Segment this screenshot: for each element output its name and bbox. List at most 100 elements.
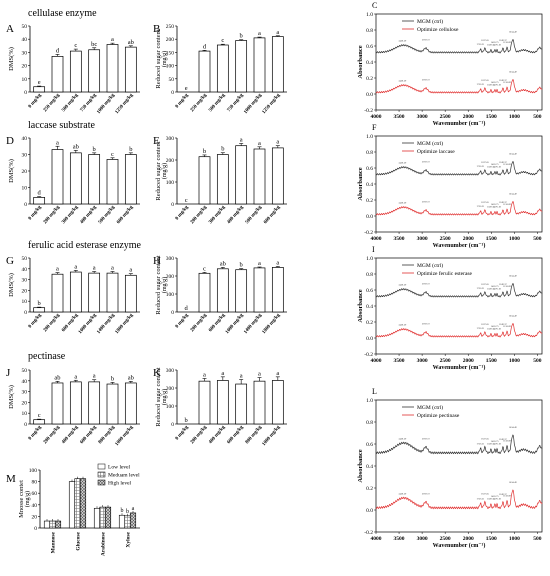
y-tick-label: 20 — [22, 288, 28, 294]
y-tick-label: 0.8 — [366, 28, 373, 34]
bar — [88, 154, 101, 205]
chart-E: E 0 100 200 300 Reduced sugar content (mg/g) c0… — [153, 135, 287, 225]
peak-label: 1034.49 — [509, 275, 518, 278]
significance-label: c — [221, 37, 224, 44]
bar — [124, 382, 137, 425]
y-axis-unit: (mg/g) — [161, 389, 168, 405]
x-tick-label: 3000 — [417, 358, 428, 364]
x-tick-label: 1800 mg/kg — [115, 313, 135, 335]
peak-label: 1637.05 — [481, 437, 490, 440]
significance-label: ab — [128, 374, 134, 381]
legend-label: Meduam level — [108, 473, 140, 479]
peak-label: 1509.14 — [487, 83, 496, 86]
x-tick-label: 600 mg/kg — [116, 205, 134, 226]
bar — [129, 512, 137, 529]
peak-label: 2919.72 — [422, 161, 431, 164]
y-tick-label: 0.0 — [366, 92, 373, 98]
peak-label: 1509.14 — [487, 443, 496, 446]
legend-label: High level — [108, 481, 132, 487]
bar — [235, 145, 248, 205]
x-tick-label: 0 mg/kg — [175, 425, 190, 442]
peak-label: 1509.14 — [487, 205, 496, 208]
bar — [253, 37, 266, 93]
x-axis-label: Wavenumber (cm⁻¹) — [433, 364, 486, 371]
x-tick-label: 3500 — [394, 114, 405, 120]
bar — [51, 382, 64, 425]
x-axis-label: Wavenumber (cm⁻¹) — [433, 120, 486, 127]
legend-swatch — [97, 463, 106, 470]
peak-label: 1426.75 — [491, 41, 500, 44]
panel-letter: A — [6, 23, 14, 35]
bar — [216, 380, 229, 425]
y-tick-label: 150 — [166, 50, 175, 56]
y-tick-label: 30 — [22, 390, 28, 396]
significance-label: d — [56, 47, 60, 54]
panel-letter: E — [153, 135, 160, 147]
bar — [51, 273, 64, 313]
peak-label: 1158.89 — [503, 439, 511, 442]
peak-label: 1376.18 — [493, 327, 502, 330]
peak-label: 1376.18 — [493, 165, 502, 168]
y-tick-label: 0.6 — [366, 166, 373, 172]
chart-H: H 0 100 200 300 Reduced sugar content (mg/g) d0… — [153, 255, 287, 335]
peak-label: 1736.21 — [476, 442, 485, 445]
significance-label: b — [126, 509, 129, 515]
x-tick-label: 750 mg/kg — [227, 93, 245, 114]
y-tick-label: 20 — [22, 400, 28, 406]
peak-label: 1249.37 — [499, 79, 508, 82]
peak-label: 1736.21 — [476, 83, 485, 86]
x-tick-label: 500 mg/kg — [208, 93, 226, 114]
peak-label: 1637.05 — [481, 492, 490, 495]
bar — [33, 197, 46, 205]
significance-label: ab — [220, 260, 226, 267]
significance-label: a — [93, 373, 96, 380]
y-axis-label: Absorbance — [357, 45, 364, 78]
bar — [88, 49, 101, 93]
bar — [124, 274, 137, 313]
x-tick-label: 500 — [533, 358, 542, 364]
significance-label: a — [258, 140, 261, 147]
significance-label: b — [129, 146, 132, 153]
y-axis-label: DMS(%) — [8, 47, 15, 71]
x-tick-label: 600 mg/kg — [227, 425, 245, 446]
y-tick-label: 0 — [34, 526, 37, 532]
y-tick-label: 30 — [22, 278, 28, 284]
chart-F: F -0.2 0.0 0.2 0.4 0.6 0.8 1.0 4000 3500 3000 2500 2… — [357, 123, 543, 249]
peak-label: 1736.21 — [476, 205, 485, 208]
significance-label: a — [74, 263, 77, 270]
y-tick-label: 0.2 — [366, 76, 373, 82]
x-tick-label: 200 mg/kg — [190, 425, 208, 446]
peak-label: 1249.37 — [499, 161, 508, 164]
x-tick-label: Mannose — [51, 531, 57, 553]
series-line — [375, 283, 543, 298]
x-tick-label: 400 mg/kg — [80, 205, 98, 226]
y-tick-label: 80 — [32, 480, 38, 486]
chart-K: K 0 100 200 300 Reduced sugar content (mg/g) b0… — [153, 367, 287, 447]
significance-label: a — [221, 370, 224, 377]
y-tick-label: 1.0 — [366, 256, 373, 262]
x-tick-label: 1800 mg/kg — [262, 313, 282, 335]
bar — [106, 272, 119, 313]
x-tick-label: 0 mg/kg — [28, 313, 43, 330]
peak-label: 1034.49 — [509, 481, 518, 484]
y-tick-label: 200 — [166, 158, 175, 164]
peak-label: 1426.75 — [491, 163, 500, 166]
bar — [118, 514, 126, 529]
bar — [235, 383, 248, 425]
bar — [43, 520, 51, 529]
bar — [106, 383, 119, 425]
x-tick-label: 600 mg/kg — [263, 205, 281, 226]
y-tick-label: 0.8 — [366, 150, 373, 156]
bar — [124, 46, 137, 93]
significance-label: b — [111, 375, 114, 382]
y-tick-label: 0.2 — [366, 320, 373, 326]
significance-label: bc — [91, 41, 97, 48]
x-tick-label: 500 mg/kg — [61, 93, 79, 114]
peak-label: 1034.49 — [509, 315, 518, 318]
x-tick-label: Arabinose — [101, 531, 107, 556]
x-axis-label: Wavenumber (cm⁻¹) — [433, 542, 486, 549]
y-tick-label: 0.6 — [366, 442, 373, 448]
x-tick-label: 2500 — [440, 536, 451, 542]
y-axis-label: DMS(%) — [8, 159, 15, 183]
plot-frame — [375, 399, 543, 533]
